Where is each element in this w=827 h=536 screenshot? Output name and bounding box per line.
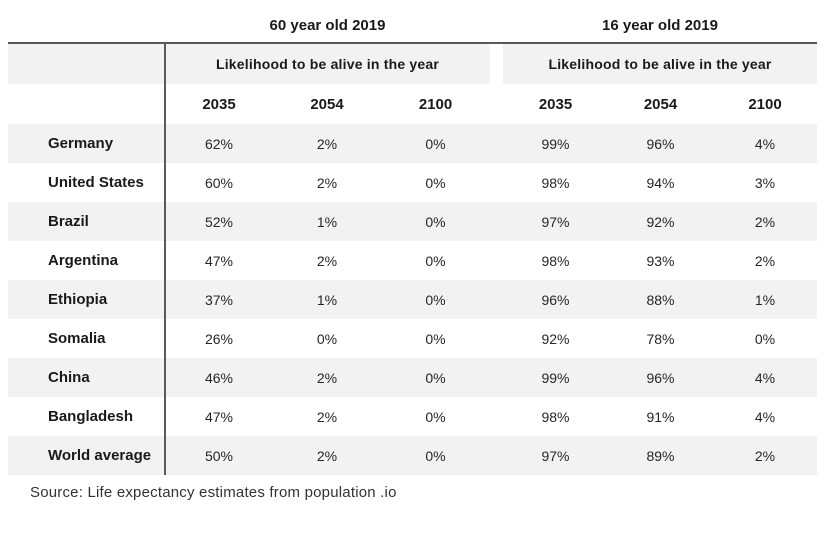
source-note: Source: Life expectancy estimates from p… xyxy=(30,484,397,501)
value-cell: 97% xyxy=(541,213,570,230)
value-cell: 0% xyxy=(425,213,446,230)
country-label: Bangladesh xyxy=(48,408,134,425)
col-header-g1-2035: 2035 xyxy=(202,95,236,113)
subheader-row: Likelihood to be alive in the year Likel… xyxy=(8,44,817,84)
subheader-group1: Likelihood to be alive in the year xyxy=(165,44,490,84)
life-expectancy-table: 60 year old 2019 16 year old 2019 Likeli… xyxy=(8,8,817,475)
country-label: Germany xyxy=(48,135,114,152)
value-cell: 37% xyxy=(204,291,234,308)
table-row-germany: Germany 62% 2% 0% 99% 96% 4% xyxy=(8,124,817,163)
value-cell: 98% xyxy=(541,408,570,425)
value-cell: 0% xyxy=(754,330,776,347)
value-cell: 3% xyxy=(754,174,776,191)
value-cell: 96% xyxy=(646,369,675,386)
value-cell: 60% xyxy=(204,174,234,191)
year-header-row: 2035 2054 2100 2035 2054 2100 xyxy=(8,84,817,124)
table-top-border xyxy=(8,42,817,44)
subheader-empty-cell xyxy=(8,44,165,84)
value-cell: 1% xyxy=(754,291,776,308)
column-divider-line xyxy=(164,42,166,475)
value-cell: 0% xyxy=(425,291,446,308)
value-cell: 78% xyxy=(646,330,675,347)
value-cell: 0% xyxy=(425,447,446,464)
group-title-60-year-old: 60 year old 2019 xyxy=(269,16,386,34)
country-label: United States xyxy=(48,174,144,191)
value-cell: 47% xyxy=(204,252,234,269)
subheader-group1-label: Likelihood to be alive in the year xyxy=(215,56,440,72)
value-cell: 92% xyxy=(646,213,675,230)
value-cell: 91% xyxy=(646,408,675,425)
value-cell: 62% xyxy=(204,135,234,152)
value-cell: 2% xyxy=(316,174,338,191)
value-cell: 92% xyxy=(541,330,570,347)
table-row-bangladesh: Bangladesh 47% 2% 0% 98% 91% 4% xyxy=(8,397,817,436)
table-row-china: China 46% 2% 0% 99% 96% 4% xyxy=(8,358,817,397)
col-header-g1-2054: 2054 xyxy=(310,95,344,113)
country-label: Brazil xyxy=(48,213,89,230)
value-cell: 0% xyxy=(425,408,446,425)
value-cell: 2% xyxy=(316,447,338,464)
country-label: Ethiopia xyxy=(48,291,108,308)
subheader-group2-label: Likelihood to be alive in the year xyxy=(548,56,772,72)
value-cell: 46% xyxy=(204,369,234,386)
value-cell: 2% xyxy=(754,447,776,464)
value-cell: 1% xyxy=(316,291,338,308)
value-cell: 88% xyxy=(646,291,675,308)
value-cell: 0% xyxy=(425,369,446,386)
value-cell: 2% xyxy=(316,369,338,386)
value-cell: 2% xyxy=(316,252,338,269)
value-cell: 50% xyxy=(204,447,234,464)
table-row-ethiopia: Ethiopia 37% 1% 0% 96% 88% 1% xyxy=(8,280,817,319)
col-header-g1-2100: 2100 xyxy=(418,95,453,113)
value-cell: 2% xyxy=(754,252,776,269)
table-row-united-states: United States 60% 2% 0% 98% 94% 3% xyxy=(8,163,817,202)
value-cell: 96% xyxy=(646,135,675,152)
value-cell: 94% xyxy=(646,174,675,191)
col-header-g2-2100: 2100 xyxy=(748,95,782,113)
value-cell: 97% xyxy=(541,447,570,464)
value-cell: 2% xyxy=(316,408,338,425)
column-group-titles: 60 year old 2019 16 year old 2019 xyxy=(8,8,817,42)
value-cell: 0% xyxy=(425,252,446,269)
value-cell: 99% xyxy=(541,135,570,152)
value-cell: 52% xyxy=(204,213,234,230)
table-row-brazil: Brazil 52% 1% 0% 97% 92% 2% xyxy=(8,202,817,241)
value-cell: 99% xyxy=(541,369,570,386)
table-row-world-average: World average 50% 2% 0% 97% 89% 2% xyxy=(8,436,817,475)
subheader-group2: Likelihood to be alive in the year xyxy=(503,44,817,84)
value-cell: 89% xyxy=(646,447,675,464)
country-label: World average xyxy=(48,447,152,464)
value-cell: 96% xyxy=(541,291,570,308)
value-cell: 4% xyxy=(754,369,776,386)
col-header-g2-2054: 2054 xyxy=(643,95,678,113)
value-cell: 4% xyxy=(754,135,776,152)
value-cell: 26% xyxy=(204,330,234,347)
value-cell: 2% xyxy=(754,213,776,230)
value-cell: 47% xyxy=(204,408,234,425)
table-row-argentina: Argentina 47% 2% 0% 98% 93% 2% xyxy=(8,241,817,280)
col-header-g2-2035: 2035 xyxy=(538,95,573,113)
value-cell: 4% xyxy=(754,408,776,425)
country-label: Somalia xyxy=(48,330,106,347)
country-label: China xyxy=(48,369,90,386)
value-cell: 0% xyxy=(425,330,446,347)
value-cell: 98% xyxy=(541,174,570,191)
subheader-gap xyxy=(490,44,503,84)
value-cell: 0% xyxy=(316,330,338,347)
value-cell: 0% xyxy=(425,135,446,152)
value-cell: 93% xyxy=(646,252,675,269)
group-title-16-year-old: 16 year old 2019 xyxy=(602,16,718,34)
table-row-somalia: Somalia 26% 0% 0% 92% 78% 0% xyxy=(8,319,817,358)
value-cell: 98% xyxy=(541,252,570,269)
country-label: Argentina xyxy=(48,252,119,269)
value-cell: 0% xyxy=(425,174,446,191)
value-cell: 1% xyxy=(316,213,338,230)
value-cell: 2% xyxy=(316,135,338,152)
